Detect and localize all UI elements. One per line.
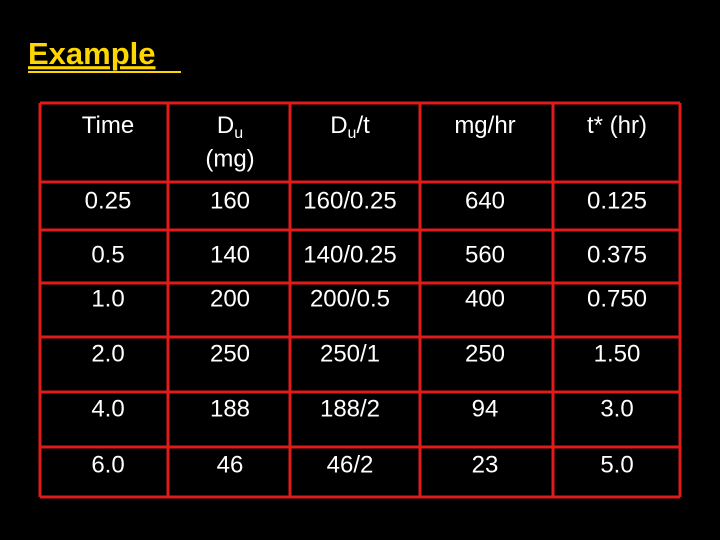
table-cell: 46/2 xyxy=(327,451,374,478)
header-cell: Du/t xyxy=(330,112,370,142)
table-cell: 200/0.5 xyxy=(310,285,390,312)
header-cell: Time xyxy=(82,112,134,139)
header-cell: mg/hr xyxy=(454,112,515,139)
table-cell: 0.375 xyxy=(587,241,647,268)
table-cell: 640 xyxy=(465,187,505,214)
table-cell: 250/1 xyxy=(320,340,380,367)
header-text: t* (hr) xyxy=(587,112,647,139)
table-cell: 6.0 xyxy=(91,451,124,478)
header-cell: Du xyxy=(217,112,243,142)
header-text: mg/hr xyxy=(454,112,515,139)
header-text: D xyxy=(330,112,347,139)
table-cell: 1.50 xyxy=(594,340,641,367)
header-subscript: u xyxy=(348,125,357,142)
table-cell: 3.0 xyxy=(600,395,633,422)
table-grid xyxy=(38,101,682,499)
header-text: D xyxy=(217,112,234,139)
table-cell: 5.0 xyxy=(600,451,633,478)
table-cell: 188 xyxy=(210,395,250,422)
table-cell: 94 xyxy=(472,395,499,422)
table-cell: 250 xyxy=(465,340,505,367)
table-cell: 23 xyxy=(472,451,499,478)
table-cell: 0.125 xyxy=(587,187,647,214)
table-cell: 160/0.25 xyxy=(303,187,396,214)
header-text: Time xyxy=(82,112,134,139)
table-cell: 400 xyxy=(465,285,505,312)
table-cell: 140/0.25 xyxy=(303,241,396,268)
header-suffix: /t xyxy=(356,112,370,139)
table-cell: 2.0 xyxy=(91,340,124,367)
table: Time Du (mg) Du/t mg/hr t* (hr) 0.25 160 160/0.2… xyxy=(82,112,647,478)
table-cell: 188/2 xyxy=(320,395,380,422)
header-cell: t* (hr) xyxy=(587,112,647,139)
table-cell: 160 xyxy=(210,187,250,214)
table-cell: 560 xyxy=(465,241,505,268)
table-cell: 0.25 xyxy=(85,187,132,214)
table-cell: 46 xyxy=(217,451,244,478)
slide-title: Example xyxy=(28,36,156,71)
table-cell: 140 xyxy=(210,241,250,268)
table-cell: 1.0 xyxy=(91,285,124,312)
table-cell: 4.0 xyxy=(91,395,124,422)
header-line2: (mg) xyxy=(205,145,254,172)
header-subscript: u xyxy=(234,125,243,142)
table-cell: 250 xyxy=(210,340,250,367)
table-cell: 0.5 xyxy=(91,241,124,268)
table-cell: 200 xyxy=(210,285,250,312)
table-cell: 0.750 xyxy=(587,285,647,312)
